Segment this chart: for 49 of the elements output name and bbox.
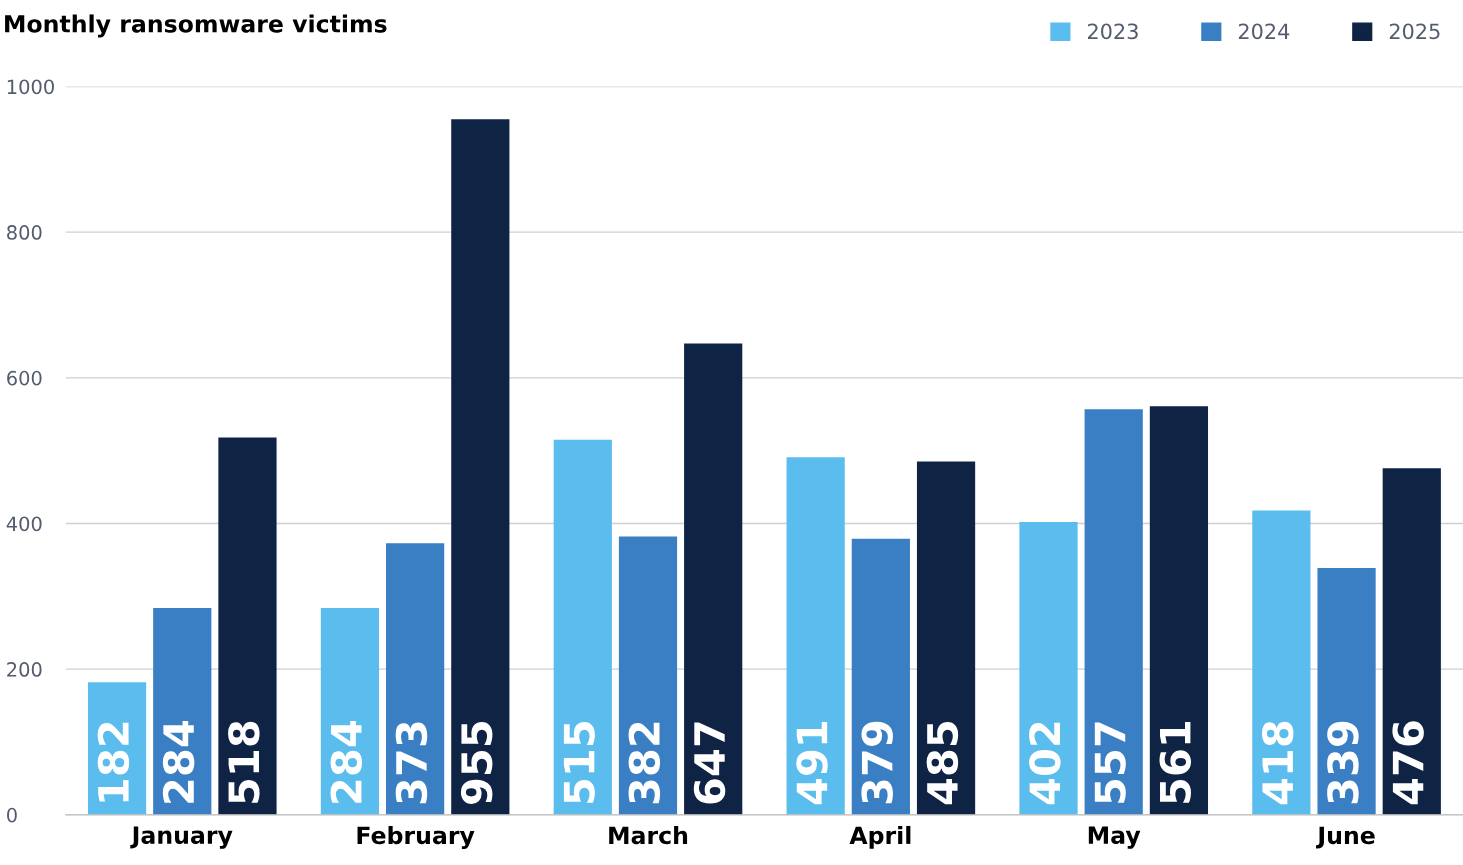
legend-label: 2025	[1389, 23, 1440, 40]
bar	[1084, 409, 1143, 815]
data-label: 561	[1159, 721, 1191, 803]
bar	[1149, 406, 1209, 815]
bar	[386, 543, 445, 815]
chart-title: Monthly ransomware victims	[5, 14, 387, 38]
bar	[1382, 468, 1441, 815]
data-label: 418	[1261, 721, 1294, 805]
data-label: 476	[1392, 721, 1424, 805]
data-label: 515	[563, 722, 595, 803]
data-label: 402	[1029, 722, 1061, 805]
data-label: 647	[693, 722, 726, 804]
x-tick-label: January	[130, 826, 233, 849]
x-tick-label: March	[609, 825, 688, 845]
bar	[218, 437, 277, 815]
y-tick-label: 600	[7, 370, 42, 386]
x-tick-label: April	[849, 825, 911, 849]
data-label: 518	[228, 721, 260, 803]
x-tick-label: June	[1316, 826, 1375, 849]
bar	[1317, 567, 1376, 815]
data-label: 382	[628, 722, 661, 804]
data-label: 284	[330, 721, 363, 803]
bar	[786, 457, 845, 815]
x-tick-label: May	[1088, 826, 1141, 849]
y-tick-label: 200	[7, 662, 42, 677]
data-label: 284	[162, 721, 195, 803]
bar	[916, 461, 976, 815]
y-tick-label: 0	[7, 807, 17, 823]
data-label: 485	[926, 722, 959, 805]
y-tick-label: 400	[6, 516, 42, 532]
x-tick-label: February	[357, 825, 475, 849]
bar	[684, 343, 743, 815]
data-label: 373	[395, 722, 428, 804]
data-label: 491	[796, 721, 828, 805]
y-tick-label: 1000	[7, 79, 54, 95]
bar	[1252, 510, 1311, 815]
data-label: 379	[861, 721, 893, 804]
bar	[851, 538, 910, 815]
legend-label: 2024	[1238, 23, 1290, 40]
data-label: 955	[460, 722, 493, 804]
data-label: 182	[97, 722, 130, 802]
bar	[1019, 522, 1078, 815]
bar	[451, 119, 510, 815]
data-label: 339	[1327, 721, 1359, 804]
bar	[618, 536, 678, 815]
data-label: 557	[1094, 722, 1126, 803]
bar	[553, 439, 612, 815]
y-tick-label: 800	[7, 225, 42, 240]
legend-label: 2023	[1087, 23, 1138, 40]
